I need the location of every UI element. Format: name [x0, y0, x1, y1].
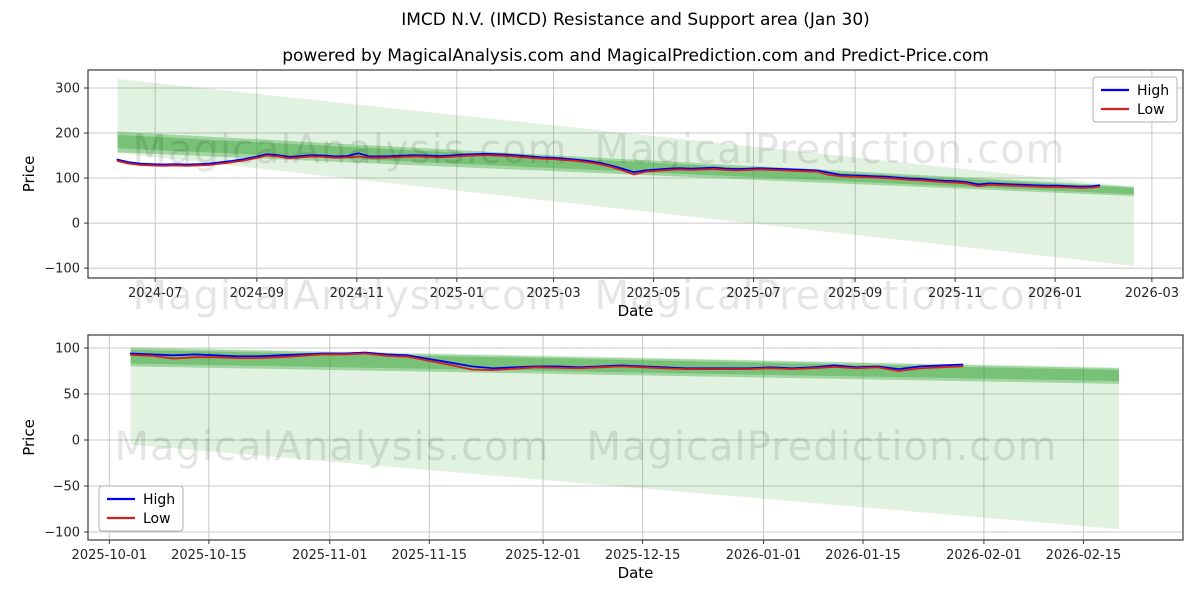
x-tick-label: 2026-01-01: [726, 548, 802, 563]
x-tick-label: 2024-07: [128, 286, 182, 301]
x-tick-label: 2025-09: [828, 286, 882, 301]
chart-title: IMCD N.V. (IMCD) Resistance and Support …: [401, 10, 870, 30]
x-tick-label: 2025-10-01: [72, 548, 148, 563]
plot-border: [87, 69, 1184, 279]
x-tick-label: 2025-10-15: [171, 548, 247, 563]
x-tick-label: 2024-09: [230, 286, 284, 301]
y-tick-label: 200: [55, 127, 80, 142]
series-line-high: [116, 152, 1101, 188]
x-axis-label: Date: [618, 302, 654, 320]
x-tick-label: 2025-12-01: [505, 548, 581, 563]
x-axis-label: Date: [618, 564, 654, 582]
x-tick-label: 2026-01: [1028, 286, 1082, 301]
band-forecast-mid: [117, 131, 1134, 197]
x-tick-label: 2026-01-15: [825, 548, 901, 563]
y-tick-label: 0: [72, 217, 80, 232]
plot-border: [87, 334, 1184, 541]
y-tick-label: 100: [55, 341, 80, 356]
legend: High Low: [1092, 76, 1178, 123]
x-tick-label: 2025-11: [928, 286, 982, 301]
x-tick-label: 2025-07: [726, 286, 780, 301]
y-axis-label: Price: [20, 419, 38, 456]
chart-recent-price-and-forecast: 2025-10-01 2025-10-15 2025-11-01 2025-11-15…: [20, 334, 1184, 582]
y-axis-label: Price: [20, 156, 38, 193]
x-tick-label: 2026-02-01: [946, 548, 1022, 563]
y-tick-label: −50: [53, 479, 80, 494]
legend-label-high: High: [1137, 83, 1169, 99]
x-tick-label: 2025-05: [626, 286, 680, 301]
series-line-low: [116, 154, 1101, 189]
band-forecast-outer: [130, 347, 1120, 530]
legend: High Low: [98, 485, 184, 532]
legend-box: [98, 485, 184, 532]
x-tick-label: 2026-02-15: [1046, 548, 1122, 563]
legend-label-low: Low: [143, 511, 171, 527]
legend-label-low: Low: [1137, 102, 1165, 118]
series-line-low: [129, 352, 964, 372]
y-tick-label: −100: [44, 262, 80, 277]
band-forecast-inner: [117, 134, 1134, 195]
x-tick-label: 2025-12-15: [605, 548, 681, 563]
x-tick-label: 2025-11-15: [392, 548, 468, 563]
chart-price-history-and-forecast: 2024-07 2024-09 2024-11 2025-01 2025-03 2025-…: [20, 69, 1184, 320]
series-line-high: [129, 351, 964, 371]
x-tick-label: 2025-03: [526, 286, 580, 301]
y-tick-label: 100: [55, 172, 80, 187]
y-tick-label: −100: [44, 525, 80, 540]
x-tick-label: 2025-01: [430, 286, 484, 301]
y-tick-label: 300: [55, 82, 80, 97]
y-tick-label: 0: [72, 433, 80, 448]
x-tick-label: 2025-11-01: [292, 548, 368, 563]
x-tick-label: 2026-03: [1125, 286, 1179, 301]
legend-box: [1092, 76, 1178, 123]
x-tick-label: 2024-11: [330, 286, 384, 301]
chart-subtitle: powered by MagicalAnalysis.com and Magic…: [282, 46, 989, 66]
legend-label-high: High: [143, 492, 175, 508]
y-tick-label: 50: [63, 387, 80, 402]
